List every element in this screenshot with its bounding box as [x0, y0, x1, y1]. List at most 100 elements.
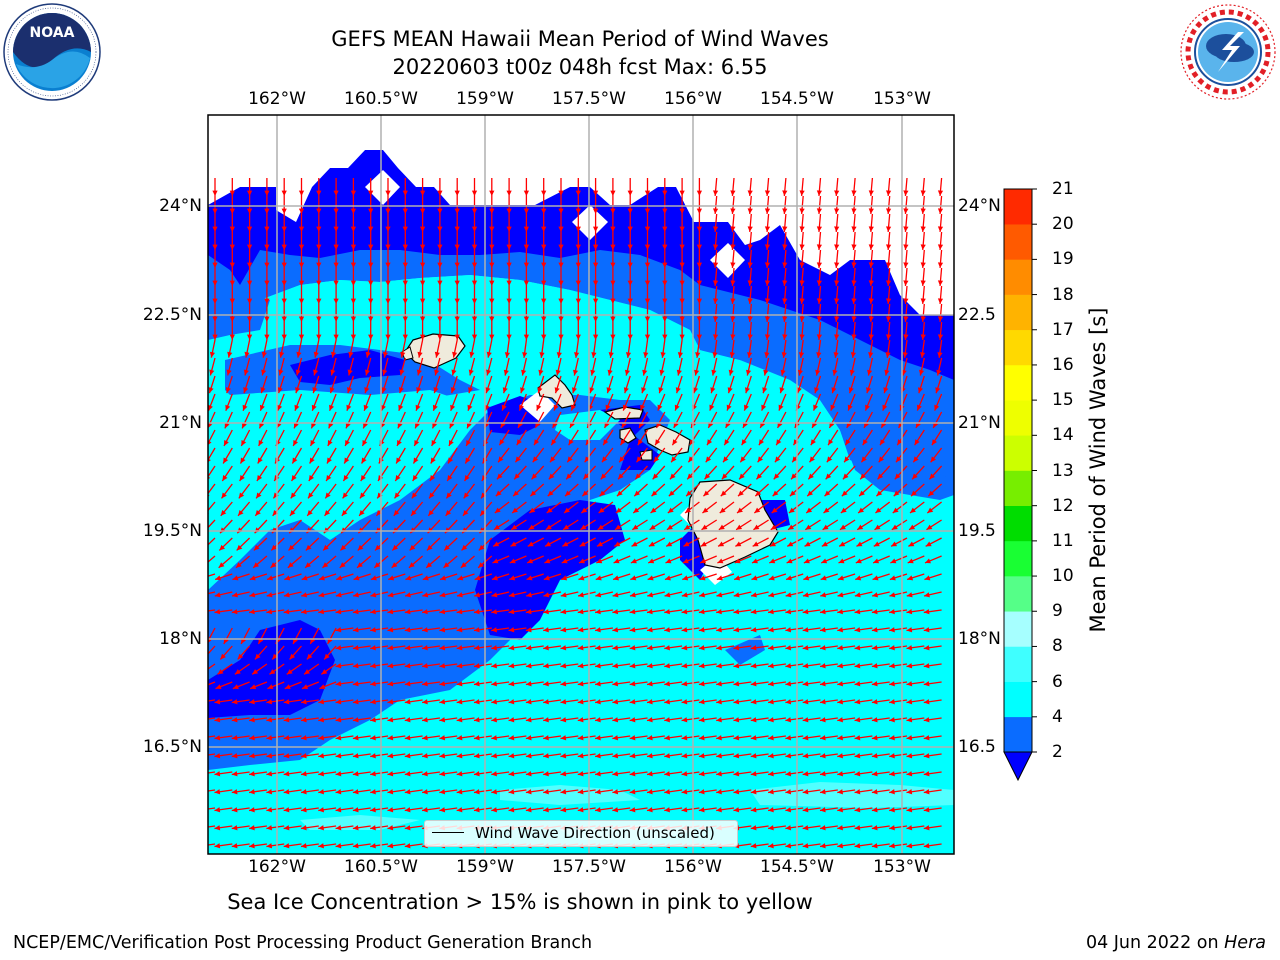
wind-arrow-head — [387, 825, 394, 831]
wind-arrow-head — [816, 262, 823, 268]
wind-arrow-head — [629, 807, 636, 813]
wind-arrow-head — [937, 316, 944, 322]
colorbar-segment — [1004, 470, 1032, 506]
wind-arrow-head — [768, 645, 774, 651]
wind-arrow-head — [543, 663, 549, 669]
wind-arrow-head — [662, 262, 668, 268]
wind-arrow-head — [499, 439, 505, 446]
wind-arrow-head — [422, 575, 429, 581]
wind-arrow-head — [563, 524, 570, 530]
wind-arrow-head — [937, 208, 944, 214]
wind-arrow-head — [577, 753, 584, 759]
wind-arrow-head — [713, 226, 719, 232]
wind-arrow-head — [335, 807, 342, 813]
wind-arrow-head — [422, 681, 428, 687]
wind-arrow-head — [906, 681, 913, 687]
wind-arrow-head — [454, 262, 460, 268]
wind-arrow-head — [370, 645, 376, 651]
wind-arrow-head — [923, 681, 930, 687]
wind-arrow-head — [716, 681, 722, 687]
wind-arrow-head — [906, 843, 913, 849]
wind-arrow-head — [785, 825, 792, 831]
wind-arrow-head — [456, 735, 463, 741]
wind-arrow-head — [937, 280, 944, 286]
wind-arrow-head — [584, 456, 590, 463]
wind-arrow-head — [252, 669, 259, 675]
wind-arrow-head — [798, 352, 805, 358]
wind-arrow-head — [422, 753, 428, 759]
wind-arrow-head — [713, 190, 719, 196]
wind-arrow-head — [716, 627, 722, 633]
wind-arrow-head — [797, 369, 803, 376]
wind-arrow-head — [508, 771, 515, 777]
wind-arrow-head — [847, 404, 853, 411]
wind-arrow-head — [336, 575, 343, 581]
wind-arrow-head — [819, 645, 826, 651]
wind-arrow-head — [671, 456, 677, 463]
wind-arrow-head — [489, 244, 495, 250]
wind-arrow-head — [627, 226, 633, 232]
wind-arrow-head — [491, 609, 497, 615]
wind-arrow-head — [711, 369, 717, 376]
wind-arrow-head — [294, 404, 300, 411]
wind-arrow-head — [197, 609, 203, 614]
wind-arrow-head — [575, 244, 581, 250]
wind-arrow-head — [819, 663, 826, 669]
wind-arrow-head — [906, 789, 913, 795]
wind-arrow-head — [861, 456, 867, 463]
wind-arrow-head — [222, 475, 228, 481]
wind-arrow-head — [703, 490, 710, 497]
wind-arrow-head — [595, 807, 601, 813]
wind-arrow-head — [733, 681, 740, 687]
wind-arrow-head — [750, 681, 757, 687]
wind-arrow-head — [669, 473, 676, 480]
wind-arrow-head — [316, 298, 322, 304]
wind-arrow-head — [522, 352, 528, 358]
wind-arrow-head — [769, 541, 776, 547]
wind-arrow-head — [491, 699, 497, 705]
wind-arrow-head — [385, 334, 391, 340]
colorbar-tick-label: 12 — [1052, 495, 1074, 516]
wind-arrow-head — [300, 609, 307, 615]
wind-arrow-head — [374, 562, 381, 568]
wind-arrow-head — [889, 735, 895, 741]
wind-arrow-head — [681, 699, 688, 705]
wind-arrow-head — [665, 558, 672, 564]
wind-arrow-head — [577, 663, 584, 669]
wind-arrow-head — [318, 592, 325, 598]
wind-arrow-head — [321, 669, 328, 675]
wind-arrow-head — [543, 627, 549, 633]
wind-arrow-head — [264, 190, 270, 196]
wind-arrow-head — [782, 280, 788, 286]
wind-arrow-head — [543, 807, 549, 813]
wind-arrow-head — [370, 681, 376, 687]
wind-arrow-head — [404, 843, 411, 849]
wind-arrow-head — [508, 663, 515, 669]
wind-arrow-head — [244, 351, 250, 358]
wind-arrow-head — [318, 789, 324, 795]
lon-tick-bottom: 154.5°W — [760, 857, 834, 877]
wind-arrow-head — [527, 558, 534, 564]
wind-arrow-head — [734, 558, 741, 564]
wind-arrow-head — [437, 190, 443, 196]
wind-arrow-head — [439, 771, 446, 777]
wind-arrow-head — [508, 609, 515, 615]
wind-arrow-head — [713, 244, 719, 250]
wind-arrow-head — [405, 592, 411, 598]
wind-arrow-head — [889, 699, 895, 705]
wind-arrow-head — [920, 298, 926, 304]
wind-arrow-head — [808, 473, 814, 480]
wind-arrow-head — [577, 717, 584, 723]
wind-arrow-head — [854, 627, 861, 633]
wind-arrow-head — [599, 490, 606, 497]
wind-arrow-head — [903, 208, 909, 214]
wind-arrow-head — [802, 663, 809, 669]
wind-arrow-head — [577, 771, 584, 777]
wind-arrow-head — [712, 352, 718, 358]
wind-arrow-head — [664, 609, 670, 615]
wind-arrow-head — [560, 609, 567, 615]
wind-arrow-head — [592, 226, 599, 232]
wind-arrow-head — [679, 280, 685, 286]
wind-arrow-head — [854, 681, 861, 687]
wind-arrow-head — [868, 334, 874, 340]
